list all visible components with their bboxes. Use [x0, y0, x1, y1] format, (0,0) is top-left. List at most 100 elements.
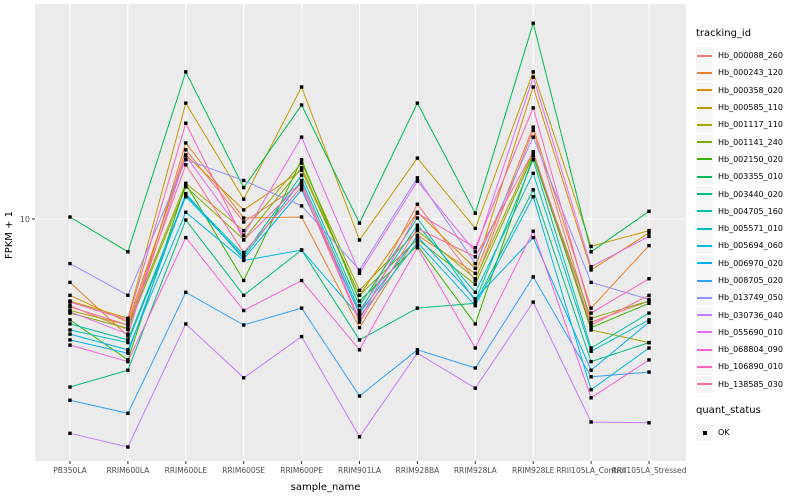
data-point — [531, 21, 535, 25]
legend-item-Hb_000088_260: Hb_000088_260 — [696, 47, 798, 65]
data-point — [473, 346, 477, 350]
data-point — [415, 351, 420, 355]
data-point — [242, 250, 246, 255]
legend-item-Hb_068804_090: Hb_068804_090 — [696, 341, 798, 359]
data-point — [68, 318, 72, 322]
data-point — [184, 210, 188, 214]
data-point — [299, 188, 304, 192]
legend-key-box — [696, 424, 713, 442]
data-point — [242, 278, 246, 283]
data-point — [647, 370, 651, 374]
data-point — [68, 280, 72, 285]
data-point — [242, 220, 246, 224]
data-point — [242, 255, 246, 259]
data-point — [357, 268, 362, 272]
data-point — [415, 179, 420, 183]
data-point — [299, 204, 304, 208]
data-point — [473, 366, 477, 370]
legend-item-Hb_002150_020: Hb_002150_020 — [696, 150, 798, 168]
legend-item-Hb_006970_020: Hb_006970_020 — [696, 254, 798, 272]
legend-item-label: Hb_068804_090 — [718, 345, 783, 355]
data-point — [531, 300, 535, 304]
data-point — [589, 250, 593, 254]
data-point — [357, 288, 362, 292]
data-point — [299, 161, 304, 165]
legend-color-line-icon — [697, 141, 712, 144]
data-point — [589, 375, 593, 379]
data-point — [299, 135, 304, 139]
legend-key-box — [696, 341, 713, 359]
legend-item-label: Hb_002150_020 — [718, 154, 783, 164]
x-tick-label: RRII105LA_Stressed — [612, 466, 687, 475]
data-point — [184, 158, 188, 162]
data-point — [415, 223, 420, 227]
x-tick-label: RRIM901LA — [338, 466, 382, 475]
data-point — [647, 421, 651, 425]
y-axis-title: FPKM + 1 — [4, 211, 15, 259]
x-tick-label: RRIM928LE — [512, 466, 555, 475]
legend-key-box — [696, 358, 713, 376]
legend-item-Hb_030736_040: Hb_030736_040 — [696, 306, 798, 324]
data-point — [531, 235, 535, 240]
data-point — [126, 351, 130, 355]
data-point — [299, 181, 304, 185]
x-tick-label: RRII105LA_Control — [556, 466, 626, 475]
data-point — [184, 182, 188, 186]
data-point — [68, 431, 72, 435]
legend-color-line-icon — [697, 348, 712, 351]
data-point — [357, 299, 362, 303]
legend-color-line-icon — [697, 106, 712, 109]
data-point — [473, 299, 477, 303]
data-point — [473, 386, 477, 390]
data-point — [184, 195, 188, 199]
data-point — [242, 233, 246, 237]
data-point — [126, 359, 130, 364]
legend-key-box — [696, 375, 713, 393]
x-axis-title: sample_name — [291, 482, 361, 493]
data-point — [126, 338, 130, 342]
data-point — [589, 349, 593, 353]
data-point — [473, 211, 477, 215]
data-point — [357, 394, 362, 398]
data-point — [299, 278, 304, 283]
legend-item-label: Hb_013749_050 — [718, 293, 783, 303]
data-point — [589, 311, 593, 315]
legend-item-label: Hb_055690_010 — [718, 327, 783, 337]
data-point — [415, 226, 420, 231]
legend-key-box — [696, 116, 713, 134]
data-point — [242, 252, 246, 257]
legend-key-box — [696, 254, 713, 272]
data-point — [589, 306, 593, 310]
data-point — [415, 240, 420, 245]
legend-item-Hb_106890_010: Hb_106890_010 — [696, 358, 798, 376]
data-point — [242, 238, 246, 242]
data-point — [126, 250, 130, 254]
data-point — [531, 171, 535, 175]
legend-key-box — [696, 306, 713, 324]
data-point — [242, 178, 246, 183]
data-point — [184, 101, 188, 105]
data-point — [242, 308, 246, 313]
legend-item-Hb_000243_120: Hb_000243_120 — [696, 64, 798, 82]
data-point — [415, 306, 420, 310]
x-tick-label: RRIM928LA — [454, 466, 498, 475]
legend-item-label: Hb_001141_240 — [718, 137, 783, 147]
legend-title-quant-status: quant_status — [696, 404, 761, 416]
data-point — [126, 323, 130, 327]
legend-color-line-icon — [697, 158, 712, 161]
data-point — [531, 70, 535, 74]
data-point — [242, 323, 246, 327]
x-tick-label: RRIM600LE — [165, 466, 208, 475]
data-point — [68, 385, 72, 389]
data-point — [299, 166, 304, 170]
legend-item-Hb_003355_010: Hb_003355_010 — [696, 168, 798, 186]
data-point — [357, 304, 362, 308]
legend-item-label: Hb_000088_260 — [718, 51, 783, 61]
legend-key-box — [696, 185, 713, 203]
legend-item-label: OK — [718, 428, 730, 438]
data-point — [473, 250, 477, 254]
data-point — [647, 346, 651, 350]
legend-item-label: Hb_030736_040 — [718, 310, 783, 320]
data-point — [242, 228, 246, 233]
